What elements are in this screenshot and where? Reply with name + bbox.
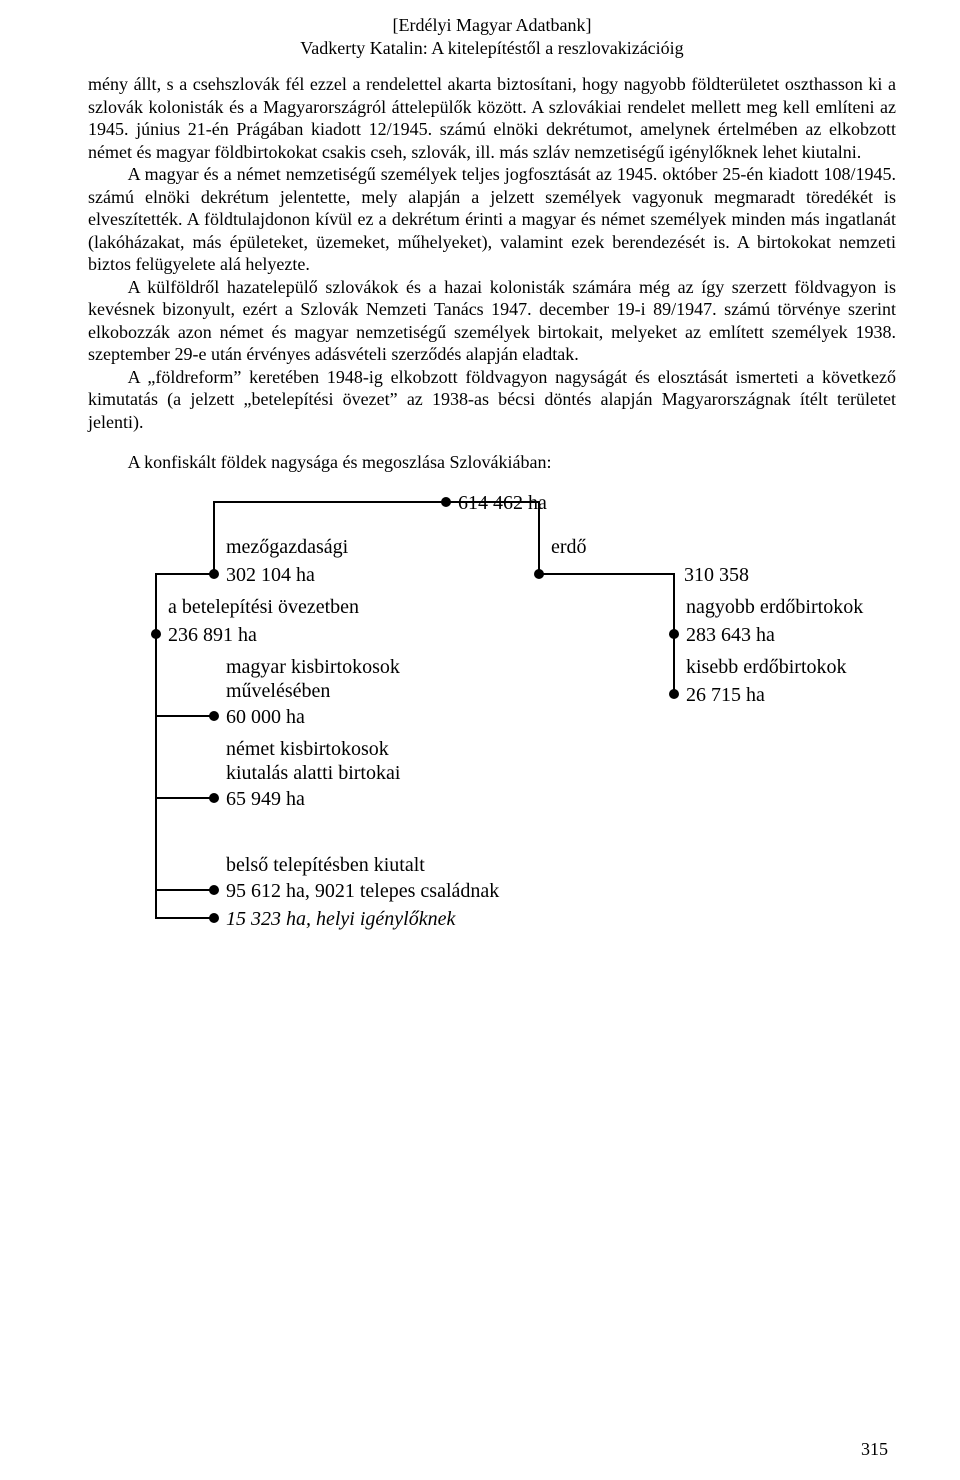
tree-node-dot [669, 689, 679, 699]
tree-node-label: 310 358 [684, 564, 749, 587]
tree-node-label: belső telepítésben kiutalt [226, 854, 425, 877]
tree-edge [156, 634, 214, 918]
tree-node-label: a betelepítési övezetben [168, 596, 359, 619]
tree-node-label: 283 643 ha [686, 624, 775, 647]
paragraph-3: A külföldről hazatelepülő szlovákok és a… [88, 276, 896, 366]
tree-node-label: 26 715 ha [686, 684, 765, 707]
tree-node-dot [209, 885, 219, 895]
tree-node-label: 236 891 ha [168, 624, 257, 647]
tree-node-label: kiutalás alatti birtokai [226, 762, 400, 785]
tree-node-label: 15 323 ha, helyi igénylőknek [226, 908, 455, 931]
tree-node-dot [151, 629, 161, 639]
paragraph-1: mény állt, s a csehszlovák fél ezzel a r… [88, 73, 896, 163]
tree-node-dot [441, 497, 451, 507]
tree-node-label: 95 612 ha, 9021 telepes családnak [226, 880, 499, 903]
tree-node-label: mezőgazdasági [226, 536, 348, 559]
land-distribution-tree: 614 462 ha mezőgazdasági 302 104 ha a betel… [96, 484, 916, 1044]
paragraph-2: A magyar és a német nemzetiségű személye… [88, 163, 896, 276]
paragraph-4: A „földreform” keretében 1948-ig elkobzo… [88, 366, 896, 434]
diagram-caption: A konfiskált földek nagysága és megoszlá… [88, 451, 896, 474]
tree-node-dot [209, 569, 219, 579]
header-line1: [Erdélyi Magyar Adatbank] [88, 14, 896, 37]
tree-svg [96, 484, 916, 1044]
tree-node-label: művelésében [226, 680, 330, 703]
tree-node-dot [209, 711, 219, 721]
tree-node-label: német kisbirtokosok [226, 738, 389, 761]
tree-node-label: nagyobb erdőbirtokok [686, 596, 863, 619]
tree-node-dot [669, 629, 679, 639]
tree-node-dot [209, 793, 219, 803]
tree-node-dot [209, 913, 219, 923]
tree-node-label: 302 104 ha [226, 564, 315, 587]
tree-node-dot [534, 569, 544, 579]
tree-node-label: 65 949 ha [226, 788, 305, 811]
tree-edge [539, 574, 674, 694]
page-number: 315 [861, 1438, 888, 1461]
header-line2: Vadkerty Katalin: A kitelepítéstől a res… [88, 37, 896, 60]
tree-node-label: kisebb erdőbirtokok [686, 656, 847, 679]
tree-node-label: erdő [551, 536, 587, 559]
tree-node-label: 60 000 ha [226, 706, 305, 729]
tree-node-label: magyar kisbirtokosok [226, 656, 400, 679]
tree-node-label: 614 462 ha [458, 492, 547, 515]
